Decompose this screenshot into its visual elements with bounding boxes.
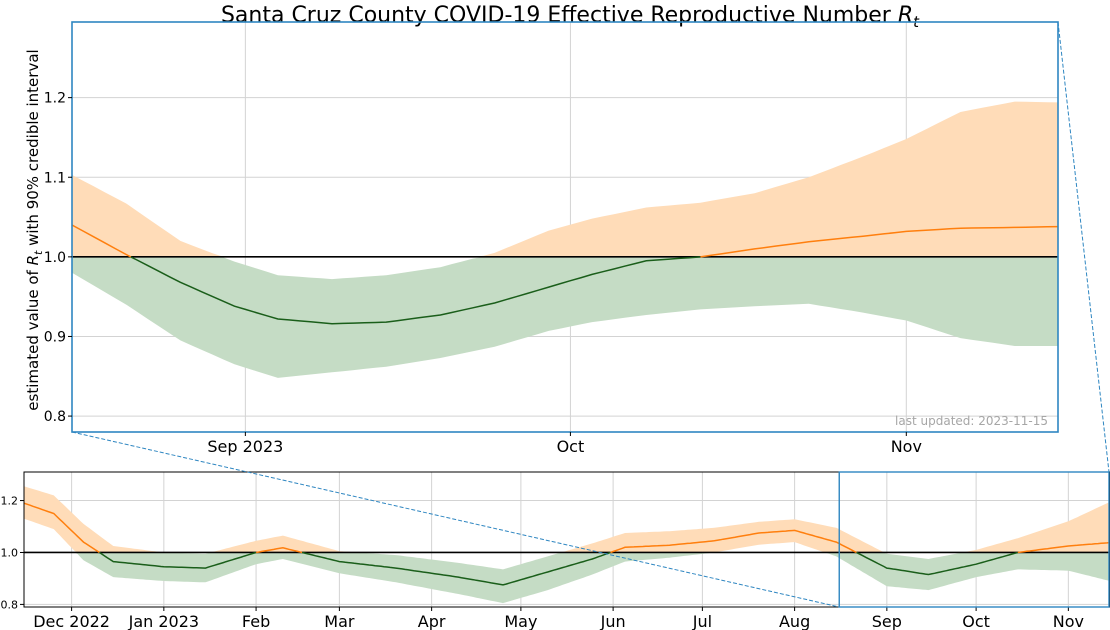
main-plot-area (72, 101, 1058, 378)
overview-plot-area (24, 486, 1110, 604)
overview-median-line-above (1017, 541, 1110, 554)
ylabel-symbol-sub: t (32, 250, 45, 255)
zoom-window-box (838, 471, 1110, 608)
overview-band-below (24, 552, 1110, 604)
overview-x-tick-label: Sep (872, 612, 902, 630)
overview-frame (23, 471, 1110, 608)
main-band-above (72, 101, 1058, 257)
main-y-axis-label: estimated value of Rt with 90% credible … (24, 49, 45, 410)
main-y-tick-label: 1.1 (44, 170, 66, 186)
main-plot-panel: 0.8 0.9 1.0 1.1 1.2 Sep 2023 Oct Nov (44, 21, 1059, 456)
main-band-below (72, 256, 1058, 378)
main-y-tick-label: 1.2 (44, 91, 66, 107)
overview-plot-panel: 0.8 1.0 1.2 Dec 2022 Jan 2023 Feb Mar Apr May Jun… (1, 471, 1110, 630)
connector-line-left (71, 431, 840, 608)
overview-x-tick-label: Oct (962, 612, 990, 630)
main-median-line-above (700, 225, 1058, 258)
overview-x-tick-label: Aug (779, 612, 810, 630)
overview-y-tick-label: 0.8 (1, 598, 19, 611)
overview-median-line-below (856, 551, 1018, 576)
connector-line-right (1057, 21, 1110, 473)
overview-x-tick-label: Dec 2022 (33, 612, 110, 630)
overview-y-tick-label: 1.0 (1, 546, 19, 559)
chart-title: Santa Cruz County COVID-19 Effective Rep… (221, 3, 920, 31)
overview-x-tick-label: Mar (324, 612, 355, 630)
ylabel-prefix: estimated value of (24, 265, 42, 410)
overview-x-tick-label: Jan 2023 (128, 612, 199, 630)
overview-band-above (24, 486, 1110, 553)
zoom-connector-lines (71, 21, 1110, 608)
main-x-tick-label: Nov (891, 437, 922, 456)
overview-median-line-below (98, 551, 257, 569)
overview-x-tick-label: Jul (692, 612, 712, 630)
overview-x-tick-label: Apr (418, 612, 446, 630)
main-x-tick-label: Oct (557, 437, 585, 456)
overview-median-line-above (24, 502, 100, 554)
chart-title-symbol: R (898, 3, 913, 28)
overview-y-tick-label: 1.2 (1, 495, 19, 508)
main-y-tick-label: 0.9 (44, 330, 66, 346)
overview-median-line-above (610, 529, 857, 554)
overview-median-line-above (255, 547, 303, 554)
ylabel-suffix: with 90% credible interval (24, 49, 42, 250)
main-median-line-below (130, 256, 701, 325)
main-y-tick-label: 0.8 (44, 409, 66, 425)
overview-median-line-below (301, 551, 611, 586)
ylabel-symbol: R (24, 255, 42, 265)
chart-title-text: Santa Cruz County COVID-19 Effective Rep… (221, 3, 898, 28)
main-median-line-above (72, 224, 132, 258)
overview-x-tick-label: Nov (1053, 612, 1084, 630)
overview-x-tick-label: May (504, 612, 537, 630)
main-x-tick-label: Sep 2023 (207, 437, 283, 456)
overview-x-tick-label: Feb (242, 612, 270, 630)
main-y-tick-label: 1.0 (44, 250, 66, 266)
overview-x-tick-label: Jun (600, 612, 626, 630)
main-frame (71, 21, 1059, 433)
last-updated-annotation: last updated: 2023-11-15 (895, 414, 1048, 428)
